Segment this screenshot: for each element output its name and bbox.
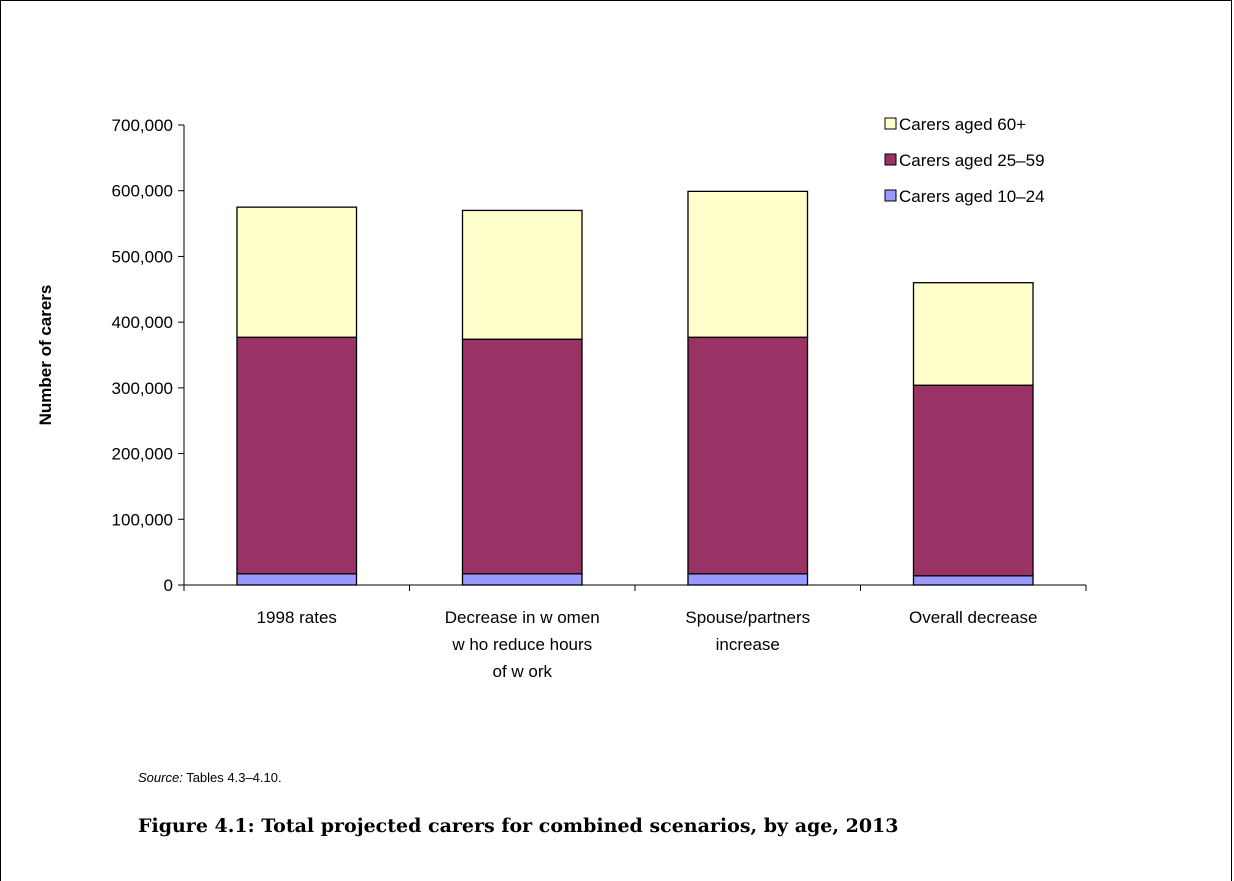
category-label-2: Decrease in w omen w ho reduce hours of w … xyxy=(445,608,600,681)
legend: Carers aged 60+ Carers aged 25–59 Carers a… xyxy=(884,115,1045,206)
x-axis xyxy=(183,584,1087,591)
bar-segment-1-1 xyxy=(236,573,358,586)
source-label: Source: xyxy=(138,770,183,785)
category-label-3: Spouse/partners increase xyxy=(685,608,810,654)
legend-swatch-2 xyxy=(884,153,897,166)
bar-segment-3-3 xyxy=(687,190,809,338)
y-tick-label: 600,000 xyxy=(112,182,173,201)
y-tick-label: 500,000 xyxy=(112,247,173,266)
category-label-1: 1998 rates xyxy=(257,608,337,627)
y-tick-label: 300,000 xyxy=(112,379,173,398)
y-axis-label: Number of carers xyxy=(36,285,55,426)
bar-segment-2-1 xyxy=(461,573,583,586)
category-label-4: Overall decrease xyxy=(909,608,1038,627)
bar-segment-3-2 xyxy=(687,336,809,575)
y-tick-label: 100,000 xyxy=(112,510,173,529)
y-tick-label: 700,000 xyxy=(112,116,173,135)
bars xyxy=(236,190,1034,586)
category-labels: 1998 rates Decrease in w omen w ho reduce … xyxy=(257,608,1038,681)
legend-swatch-1 xyxy=(884,117,897,130)
bar-segment-2-3 xyxy=(461,209,583,340)
y-axis: 0 100,000 200,000 300,000 400,000 500,000 600,… xyxy=(112,116,185,595)
bar-segment-4-2 xyxy=(912,384,1034,577)
bar-segment-3-1 xyxy=(687,573,809,586)
legend-label-3: Carers aged 10–24 xyxy=(899,187,1045,206)
y-tick-label: 0 xyxy=(164,576,173,595)
y-tick-label: 200,000 xyxy=(112,445,173,464)
bar-segment-4-1 xyxy=(912,575,1034,586)
bar-segment-2-2 xyxy=(461,338,583,575)
source-note: Source: Tables 4.3–4.10. xyxy=(138,770,282,785)
y-tick-label: 400,000 xyxy=(112,313,173,332)
stacked-bar-chart: 0 100,000 200,000 300,000 400,000 500,000 600,… xyxy=(36,115,1087,681)
legend-swatch-3 xyxy=(884,189,897,202)
bar-segment-1-3 xyxy=(236,206,358,338)
bar-segment-1-2 xyxy=(236,336,358,575)
bar-segment-4-3 xyxy=(912,282,1034,386)
legend-label-2: Carers aged 25–59 xyxy=(899,151,1045,170)
figure-caption: Figure 4.1: Total projected carers for c… xyxy=(138,815,899,837)
legend-label-1: Carers aged 60+ xyxy=(899,115,1026,134)
source-text: Tables 4.3–4.10. xyxy=(182,770,282,785)
